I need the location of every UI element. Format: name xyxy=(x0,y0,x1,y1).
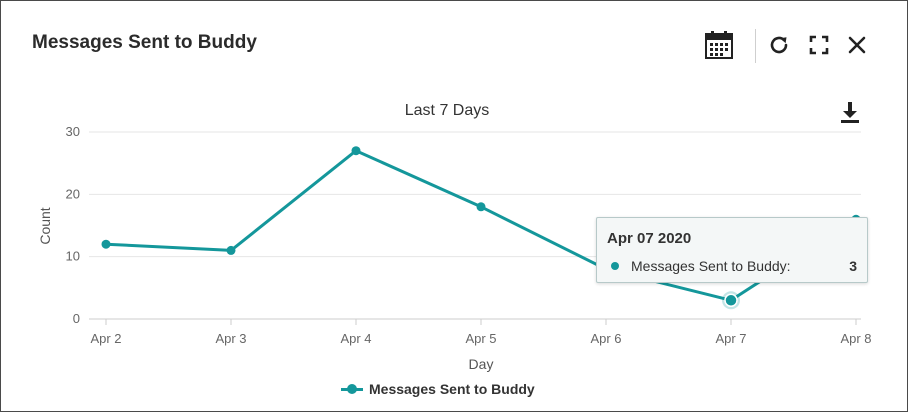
data-point xyxy=(476,202,486,212)
y-tick-label: 30 xyxy=(66,124,80,139)
legend-marker xyxy=(341,383,363,395)
tooltip-series-dot xyxy=(611,262,619,270)
legend-item[interactable]: Messages Sent to Buddy xyxy=(341,379,535,399)
refresh-icon[interactable] xyxy=(763,29,795,61)
x-tick-label: Apr 3 xyxy=(215,331,246,346)
y-tick-label: 20 xyxy=(66,186,80,201)
chart-title: Last 7 Days xyxy=(404,102,490,119)
data-point xyxy=(101,239,111,249)
x-tick-label: Apr 7 xyxy=(715,331,746,346)
download-icon[interactable] xyxy=(835,97,865,127)
chart-tooltip: Apr 07 2020 Messages Sent to Buddy: 3 xyxy=(596,217,868,283)
panel-title: Messages Sent to Buddy xyxy=(32,32,257,53)
tooltip-series-label: Messages Sent to Buddy: xyxy=(631,258,791,274)
data-point xyxy=(724,293,738,308)
data-point xyxy=(351,146,361,156)
x-axis-title: Day xyxy=(469,356,494,372)
x-tick-label: Apr 2 xyxy=(90,331,121,346)
x-tick-label: Apr 5 xyxy=(465,331,496,346)
data-point xyxy=(226,245,236,255)
axis-layer: 0 10 20 30 Apr 2 Apr 3 Apr 4 Apr 5 Apr 6 Apr 7 Apr… xyxy=(66,124,872,346)
tooltip-date: Apr 07 2020 xyxy=(607,230,692,247)
legend-label: Messages Sent to Buddy xyxy=(369,381,535,397)
y-tick-label: 0 xyxy=(73,311,80,326)
tooltip-value: 3 xyxy=(849,258,857,274)
calendar-icon[interactable] xyxy=(703,29,735,61)
close-icon[interactable] xyxy=(841,29,873,61)
fullscreen-icon[interactable] xyxy=(803,29,835,61)
x-tick-label: Apr 6 xyxy=(590,331,621,346)
y-axis-title: Count xyxy=(37,207,53,244)
toolbar-divider xyxy=(755,29,756,63)
y-tick-label: 10 xyxy=(66,249,80,264)
x-tick-label: Apr 4 xyxy=(340,331,371,346)
x-tick-label: Apr 8 xyxy=(840,331,871,346)
